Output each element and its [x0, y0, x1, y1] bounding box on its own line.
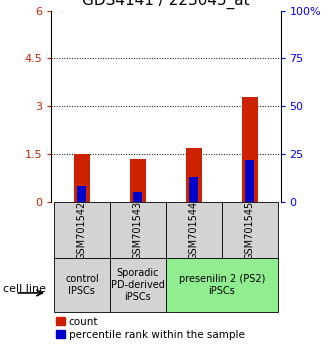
Text: control
IPSCs: control IPSCs [65, 274, 99, 296]
Text: presenilin 2 (PS2)
iPSCs: presenilin 2 (PS2) iPSCs [179, 274, 265, 296]
Bar [74, 154, 90, 202]
Text: Sporadic
PD-derived
iPSCs: Sporadic PD-derived iPSCs [111, 268, 165, 302]
Bar [110, 202, 166, 258]
Bar [54, 202, 110, 258]
Bar [222, 202, 278, 258]
Bar [130, 159, 146, 202]
Bar [189, 177, 198, 202]
Bar [242, 97, 258, 202]
Bar [54, 258, 110, 312]
Bar [133, 192, 142, 202]
Bar [166, 258, 278, 312]
Bar [245, 160, 254, 202]
Text: cell line: cell line [3, 284, 46, 293]
Legend: count, percentile rank within the sample: count, percentile rank within the sample [56, 317, 245, 340]
Bar [110, 258, 166, 312]
Text: GSM701545: GSM701545 [245, 200, 255, 260]
Text: GSM701543: GSM701543 [133, 200, 143, 260]
Title: GDS4141 / 223045_at: GDS4141 / 223045_at [82, 0, 249, 9]
Bar [166, 202, 222, 258]
Text: GSM701544: GSM701544 [189, 200, 199, 260]
Bar [186, 148, 202, 202]
Bar [78, 187, 86, 202]
Text: GSM701542: GSM701542 [77, 200, 87, 260]
